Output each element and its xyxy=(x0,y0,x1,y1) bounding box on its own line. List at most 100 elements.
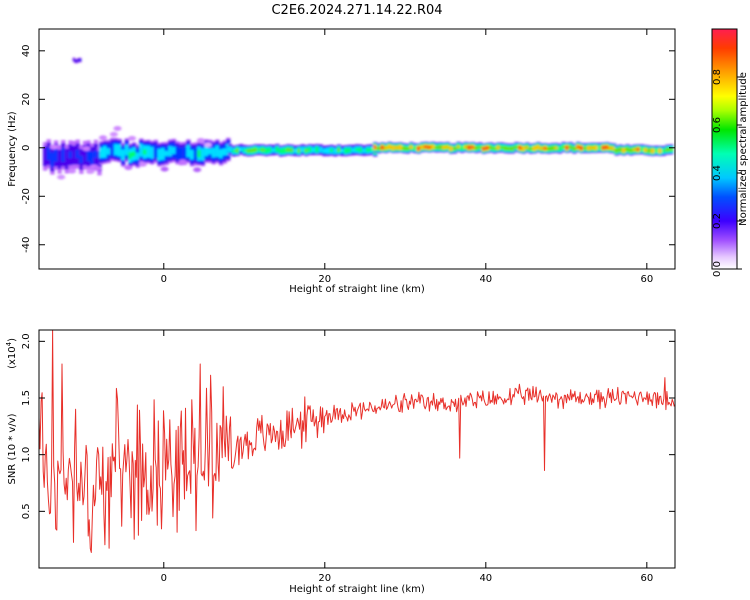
spectrogram-cell xyxy=(329,148,334,153)
spectrogram-cell xyxy=(474,146,479,150)
spectrogram-cell xyxy=(514,145,519,149)
spectrogram-cell xyxy=(215,145,220,157)
spectrogram-cell xyxy=(369,148,374,152)
spectrogram-cell xyxy=(463,145,468,149)
spectrogram-cell xyxy=(86,169,95,175)
spectrogram-cell xyxy=(90,151,95,165)
spectrogram-cell xyxy=(441,146,447,149)
spectrogram-cell xyxy=(507,146,512,151)
spectrogram-cell xyxy=(326,147,331,154)
spectrogram-cell xyxy=(380,145,385,150)
spectrogram-cell xyxy=(434,146,439,149)
spectrogram-cell xyxy=(77,58,80,62)
spectrogram-cell xyxy=(427,146,432,149)
spectrogram-cell xyxy=(208,148,213,155)
colorbar-tick-label: 0.0 xyxy=(712,261,723,277)
spectrogram-cell xyxy=(260,148,266,152)
spectrogram-cell xyxy=(178,159,187,165)
spectrogram-cell xyxy=(416,146,421,151)
spectrogram-cell xyxy=(113,125,122,131)
spectrogram-cell xyxy=(128,152,133,159)
spectrogram-cell xyxy=(383,146,389,150)
spectrogram-cell xyxy=(49,144,58,150)
spectrogram-x-tick-label: 60 xyxy=(640,274,653,285)
snr-x-tick-label: 20 xyxy=(318,573,331,584)
spectrogram-cell xyxy=(449,146,454,151)
spectrogram-cell xyxy=(242,149,247,152)
spectrogram-cell xyxy=(218,149,224,159)
spectrogram-cell xyxy=(639,146,645,152)
spectrogram-cell xyxy=(46,147,51,161)
spectrogram-cell xyxy=(74,59,77,63)
spectrogram-cell xyxy=(481,147,487,151)
spectrogram-cell xyxy=(131,151,137,157)
spectrogram-x-tick-label: 20 xyxy=(318,274,331,285)
spectrogram-cell xyxy=(594,145,599,150)
spectrogram-cell xyxy=(164,150,169,157)
spectrogram-cell xyxy=(365,148,371,153)
spectrogram-cell xyxy=(289,149,294,152)
spectrogram-x-tick-label: 40 xyxy=(479,274,492,285)
spectrogram-cell xyxy=(456,146,461,148)
spectrogram-cell xyxy=(109,131,118,137)
spectrogram-frame xyxy=(38,28,676,270)
spectrogram-cell xyxy=(196,137,205,143)
spectrogram-cell xyxy=(117,144,122,157)
spectrogram-cell xyxy=(347,147,352,153)
spectrogram-cell xyxy=(193,167,202,173)
colorbar-label: Normalized spectral amplitude xyxy=(738,72,749,226)
spectrogram-cell xyxy=(307,147,313,153)
spectrogram-cell xyxy=(636,148,641,151)
spectrogram-cell xyxy=(557,146,563,152)
spectrogram-cell xyxy=(282,147,287,154)
spectrogram-cell xyxy=(601,146,606,150)
spectrogram-y-tick-label: 40 xyxy=(21,44,32,57)
spectrogram-cell xyxy=(376,146,381,150)
spectrogram-cell xyxy=(64,148,69,170)
spectrogram-cell xyxy=(643,148,648,152)
spectrogram-cell xyxy=(470,146,476,149)
spectrogram-cell xyxy=(171,146,177,155)
spectrogram-cell xyxy=(668,148,674,151)
spectrogram-cell xyxy=(175,145,180,160)
spectrogram-cell xyxy=(53,148,59,162)
spectrogram-cell xyxy=(222,148,227,156)
spectrogram-heatmap xyxy=(43,57,674,180)
spectrogram-cell xyxy=(445,145,450,149)
spectrogram-cell xyxy=(333,148,338,155)
spectrogram-cell xyxy=(621,148,627,153)
spectrogram-cell xyxy=(253,148,258,152)
spectrogram-cell xyxy=(127,135,136,141)
snr-y-tick-label: 1.0 xyxy=(21,447,32,463)
spectrogram-cell xyxy=(75,149,80,159)
spectrogram-x-label: Height of straight line (km) xyxy=(289,284,425,295)
colorbar-tick-label: 0.8 xyxy=(712,69,723,85)
spectrogram-cells xyxy=(43,57,674,180)
spectrogram-cell xyxy=(271,147,276,153)
snr-panel: 0 20 40 60 0.5 1.0 1.5 2.0 Height of straight … xyxy=(5,329,676,595)
spectrogram-cell xyxy=(72,145,77,165)
spectrogram-cell xyxy=(179,147,184,161)
spectrogram-cell xyxy=(150,146,155,159)
spectrogram-cell xyxy=(409,145,414,149)
spectrogram-cell xyxy=(543,147,548,150)
snr-y-tick-label: 2.0 xyxy=(21,333,32,349)
snr-y-tick-label: 0.5 xyxy=(21,503,32,519)
spectrogram-cell xyxy=(654,148,659,153)
spectrogram-cell xyxy=(286,148,291,152)
spectrogram-cell xyxy=(492,147,497,150)
spectrogram-cell xyxy=(228,146,233,153)
spectrogram-cell xyxy=(315,146,320,153)
spectrogram-cell xyxy=(510,146,515,151)
spectrogram-cell xyxy=(525,146,530,149)
spectrogram-cell xyxy=(391,145,396,150)
spectrogram-cell xyxy=(650,148,656,153)
spectrogram-cell xyxy=(86,148,91,162)
spectrogram-cell xyxy=(72,58,76,62)
spectrogram-cell xyxy=(157,148,162,161)
spectrogram-cell xyxy=(351,147,356,153)
spectrogram-cell xyxy=(575,145,581,149)
spectrogram-y-tick-label: -40 xyxy=(21,237,32,253)
snr-x-tick-label: 0 xyxy=(161,573,167,584)
spectrogram-cell xyxy=(579,146,584,150)
